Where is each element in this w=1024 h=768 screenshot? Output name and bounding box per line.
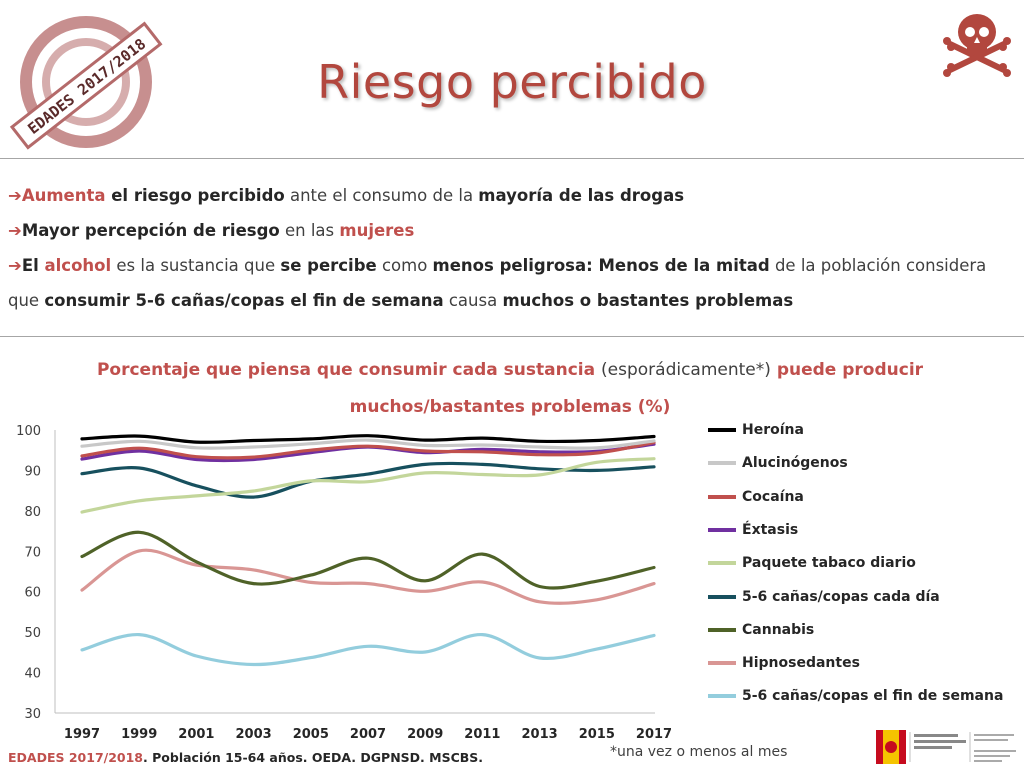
bullet-3: ➔El alcohol es la sustancia que se perci… — [8, 248, 1018, 318]
bullet-2-segment: mujeres — [339, 221, 415, 240]
legend-label: Cannabis — [742, 621, 815, 638]
legend-label: Éxtasis — [742, 521, 799, 538]
legend-label: Heroína — [742, 422, 804, 438]
legend-label: Alucinógenos — [742, 455, 848, 472]
legend-label: 5-6 cañas/copas cada día — [742, 588, 940, 605]
bullet-list: ➔Aumenta el riesgo percibido ante el con… — [8, 178, 1018, 318]
y-tick-label: 100 — [16, 424, 41, 439]
series-line-paquete-tabaco-diario — [80, 457, 656, 514]
legend-item: 5-6 cañas/copas cada día — [708, 587, 940, 607]
top-divider — [0, 158, 1024, 159]
x-tick-label: 2003 — [236, 727, 272, 742]
legend-swatch — [708, 694, 736, 699]
edades-stamp-logo: EDADES 2017/2018 — [9, 16, 163, 150]
legend-item: Cocaína — [708, 487, 804, 507]
bullet-2-segment: Mayor percepción de riesgo — [21, 221, 280, 240]
legend-label: 5-6 cañas/copas el fin de semana — [742, 688, 1004, 705]
x-tick-label: 2011 — [464, 727, 500, 742]
y-tick-label: 70 — [24, 545, 41, 560]
source-edades: EDADES 2017/2018 — [8, 750, 144, 765]
y-tick-label: 90 — [24, 464, 41, 479]
bullet-2: ➔Mayor percepción de riesgo en las mujer… — [8, 213, 1018, 248]
bullet-3-segment: como — [376, 256, 433, 275]
bullet-3-segment: se percibe — [280, 256, 377, 275]
bullet-1-segment: Aumenta — [21, 186, 106, 205]
legend-item: Alucinógenos — [708, 453, 848, 473]
y-tick-label: 50 — [24, 626, 41, 641]
bullet-1-segment: ante el consumo de la — [284, 186, 479, 205]
legend-swatch — [708, 461, 736, 466]
series-line-cannabis — [80, 530, 656, 590]
chart-title-part3: puede producir muchos/bastantes problema… — [349, 360, 924, 417]
bullet-3-segment: El — [21, 256, 45, 275]
legend-swatch — [708, 428, 736, 432]
legend-item: Hipnosedantes — [708, 653, 860, 673]
legend-swatch — [708, 494, 736, 499]
y-tick-label: 40 — [24, 667, 41, 682]
x-tick-label: 2001 — [178, 727, 214, 742]
x-tick-label: 2009 — [407, 727, 443, 742]
bullet-3-segment: alcohol — [44, 256, 112, 275]
series-line-5-6-canas-copas-el-fin-de-semana — [80, 632, 656, 667]
x-tick-label: 2013 — [522, 727, 558, 742]
legend-item: Éxtasis — [708, 520, 798, 540]
arrow-right-icon: ➔ — [8, 256, 22, 275]
bullet-1-segment: mayoría de las drogas — [478, 186, 685, 205]
chart-title-part2: (esporádicamente*) — [601, 360, 771, 380]
series-line-cocaina — [80, 440, 656, 460]
bullet-3-segment: es la sustancia que — [111, 256, 281, 275]
legend-swatch — [708, 661, 736, 666]
arrow-right-icon: ➔ — [8, 221, 22, 240]
x-tick-label: 2007 — [350, 727, 386, 742]
bullet-3-segment: causa — [443, 291, 503, 310]
bullet-1: ➔Aumenta el riesgo percibido ante el con… — [8, 178, 1018, 213]
legend-item: Heroína — [708, 420, 804, 440]
bullet-3-segment: de la población considera que — [8, 256, 987, 310]
footnote: *una vez o menos al mes — [610, 744, 788, 760]
series-line-5-6-canas-copas-cada-dia — [80, 461, 656, 499]
chart-title-part1: Porcentaje que piensa que consumir cada … — [96, 360, 602, 380]
legend-swatch — [708, 594, 736, 599]
source-line: EDADES 2017/2018. Población 15-64 años. … — [8, 750, 483, 765]
legend-label: Hipnosedantes — [742, 655, 860, 672]
bullet-3-segment: consumir 5-6 cañas/copas el fin de seman… — [44, 291, 444, 310]
bullet-3-segment: muchos o bastantes problemas — [502, 291, 794, 310]
legend-swatch — [708, 527, 736, 532]
bullet-1-segment: el riesgo percibido — [105, 186, 285, 205]
x-tick-label: 2005 — [293, 727, 329, 742]
chart-title: Porcentaje que piensa que consumir cada … — [60, 352, 960, 426]
series-line-heroina — [80, 434, 656, 444]
legend-item: 5-6 cañas/copas el fin de semana — [708, 686, 1003, 706]
bullet-2-segment: en las — [279, 221, 340, 240]
y-tick-label: 30 — [24, 707, 41, 722]
x-tick-label: 1997 — [64, 727, 100, 742]
line-chart: 30 40 50 60 70 80 90 100 1997 1999 2001 2003 2005 200… — [16, 424, 672, 742]
y-tick-label: 80 — [24, 505, 41, 520]
legend-item: Paquete tabaco diario — [708, 553, 916, 573]
x-tick-label: 2017 — [636, 727, 672, 742]
series-line-alucinogenos — [80, 438, 656, 450]
bullet-3-segment: menos peligrosa: Menos de la mitad — [432, 256, 770, 275]
y-tick-label: 60 — [24, 586, 41, 601]
middle-divider — [0, 336, 1024, 337]
legend-swatch — [708, 627, 736, 632]
page-title: Riesgo percibido — [317, 55, 707, 109]
skull-crossbones-icon — [943, 14, 1011, 77]
legend-label: Cocaína — [742, 488, 804, 505]
legend-item: Cannabis — [708, 620, 814, 640]
ministry-logo — [876, 730, 1016, 764]
x-tick-label: 1999 — [121, 727, 157, 742]
legend-swatch — [708, 561, 736, 566]
series-line-hipnosedantes — [80, 548, 656, 605]
legend-label: Paquete tabaco diario — [742, 555, 916, 572]
arrow-right-icon: ➔ — [8, 186, 22, 205]
x-tick-label: 2015 — [579, 727, 615, 742]
source-rest: . Población 15-64 años. OEDA. DGPNSD. MS… — [143, 750, 484, 765]
